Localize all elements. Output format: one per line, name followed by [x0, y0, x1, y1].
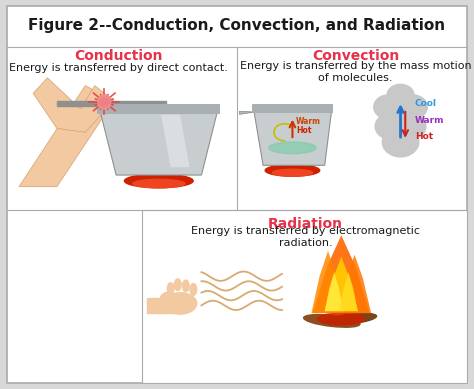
Text: Energy is transferred by direct contact.: Energy is transferred by direct contact.	[9, 63, 228, 73]
Ellipse shape	[325, 313, 376, 325]
Polygon shape	[339, 272, 358, 311]
Polygon shape	[325, 257, 358, 311]
Text: Hot: Hot	[296, 126, 312, 135]
Text: Hot: Hot	[415, 132, 433, 142]
Polygon shape	[254, 109, 332, 165]
Polygon shape	[100, 109, 218, 175]
Ellipse shape	[190, 284, 197, 295]
Bar	[147, 298, 180, 313]
Text: Cool: Cool	[415, 98, 437, 108]
Ellipse shape	[164, 293, 197, 314]
Text: Warm: Warm	[296, 117, 321, 126]
Ellipse shape	[98, 95, 111, 109]
Polygon shape	[161, 115, 190, 167]
Text: Energy is transferred by the mass motion
of molecules.: Energy is transferred by the mass motion…	[240, 61, 471, 83]
Bar	[252, 104, 333, 113]
Ellipse shape	[124, 174, 193, 188]
Polygon shape	[338, 255, 371, 313]
Ellipse shape	[397, 94, 428, 120]
Ellipse shape	[373, 94, 404, 120]
Ellipse shape	[382, 103, 419, 134]
Bar	[142, 210, 467, 383]
Ellipse shape	[304, 315, 360, 327]
Ellipse shape	[174, 279, 181, 291]
Bar	[57, 101, 166, 106]
Ellipse shape	[318, 313, 365, 325]
Polygon shape	[33, 78, 114, 132]
Text: Convection: Convection	[312, 49, 399, 63]
Ellipse shape	[374, 113, 408, 140]
Ellipse shape	[272, 169, 312, 176]
Polygon shape	[325, 272, 344, 311]
Text: Radiation: Radiation	[268, 217, 343, 231]
Bar	[97, 104, 220, 114]
Ellipse shape	[133, 179, 185, 188]
Ellipse shape	[265, 165, 319, 176]
Text: Conduction: Conduction	[74, 49, 163, 63]
Ellipse shape	[167, 283, 174, 294]
Polygon shape	[311, 251, 345, 313]
Ellipse shape	[386, 84, 415, 107]
Ellipse shape	[393, 113, 427, 140]
Ellipse shape	[382, 126, 419, 158]
Polygon shape	[19, 86, 114, 187]
Ellipse shape	[182, 280, 189, 292]
Polygon shape	[239, 111, 255, 114]
Ellipse shape	[269, 142, 316, 154]
Text: Warm: Warm	[415, 116, 444, 125]
Ellipse shape	[160, 293, 170, 303]
Polygon shape	[313, 235, 370, 313]
Text: Figure 2--Conduction, Convection, and Radiation: Figure 2--Conduction, Convection, and Ra…	[28, 18, 446, 33]
Text: Energy is transferred by electromagnetic
radiation.: Energy is transferred by electromagnetic…	[191, 226, 420, 248]
